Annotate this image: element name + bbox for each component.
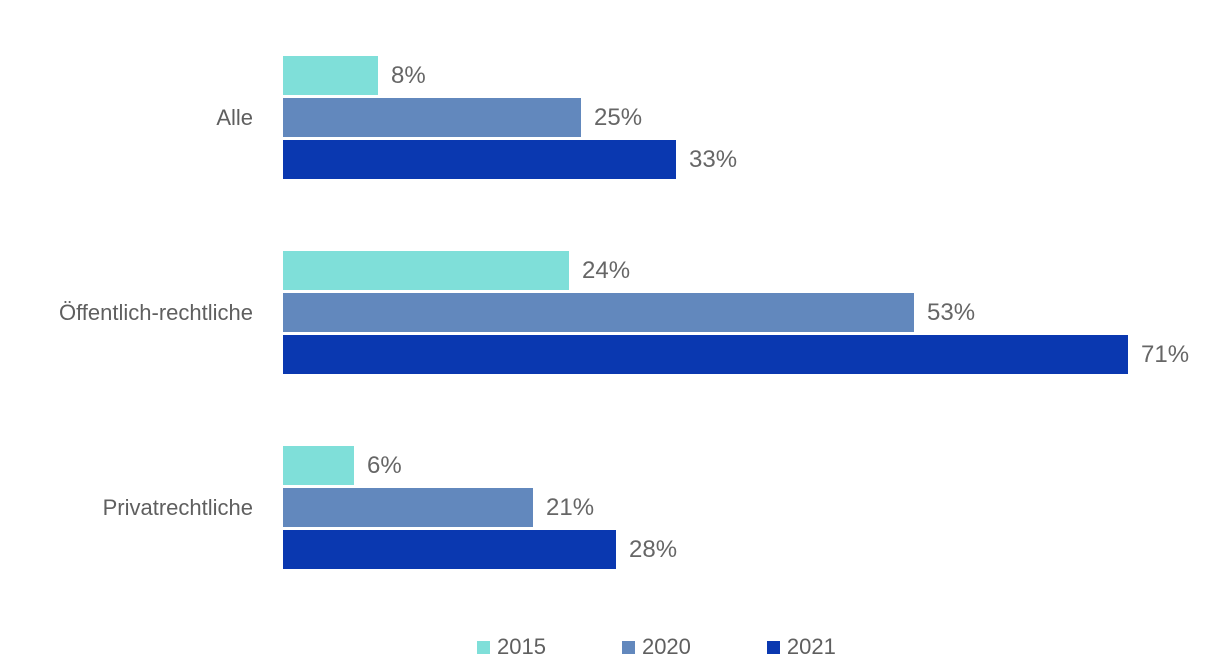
category-label: Privatrechtliche <box>102 494 253 520</box>
data-label: 21% <box>546 493 595 521</box>
data-label: 53% <box>927 298 976 326</box>
legend-label: 2021 <box>786 634 836 659</box>
bar-row-2020-öffentlich-rechtliche: 53% <box>283 293 1189 332</box>
category-group-öffentlich-rechtliche: Öffentlich-rechtliche 24% 53% 71% <box>0 251 1189 374</box>
data-label: 6% <box>367 451 402 479</box>
legend-item-2015: 2015 <box>477 634 546 660</box>
bar-row-2021-öffentlich-rechtliche: 71% <box>283 335 1189 374</box>
category-label: Öffentlich-rechtliche <box>58 299 253 325</box>
category-group-privatrechtliche: Privatrechtliche 6% 21% 28% <box>0 446 1189 569</box>
bar-row-2015-privatrechtliche: 6% <box>283 446 677 485</box>
category-group-alle: Alle 8% 25% 33% <box>0 56 1189 179</box>
bar-2015-alle <box>283 56 378 95</box>
bar-row-2020-alle: 25% <box>283 98 737 137</box>
bar-stack: 8% 25% 33% <box>283 56 737 179</box>
bar-row-2021-privatrechtliche: 28% <box>283 530 677 569</box>
legend-swatch-icon <box>477 640 490 654</box>
bar-stack: 6% 21% 28% <box>283 446 677 569</box>
data-label: 24% <box>582 256 631 284</box>
legend-label: 2020 <box>641 634 691 659</box>
bar-2021-alle <box>283 140 676 179</box>
legend-swatch-icon <box>621 640 635 654</box>
legend-item-2021: 2021 <box>766 634 836 660</box>
plot-area: Alle 8% 25% 33% Öffentlich-rechtliche 24% 53% 7… <box>0 56 1189 569</box>
data-label: 25% <box>594 103 643 131</box>
bar-2021-öffentlich-rechtliche <box>283 335 1128 374</box>
bar-2021-privatrechtliche <box>283 530 616 569</box>
legend-item-2020: 2020 <box>621 634 691 660</box>
legend-swatch-icon <box>766 640 780 654</box>
category-label: Alle <box>216 104 253 130</box>
bar-2020-öffentlich-rechtliche <box>283 293 914 332</box>
bar-row-2021-alle: 33% <box>283 140 737 179</box>
bar-row-2015-öffentlich-rechtliche: 24% <box>283 251 1189 290</box>
data-label: 33% <box>689 145 738 173</box>
chart-legend: 2015 2020 2021 <box>477 634 836 660</box>
bar-stack: 24% 53% 71% <box>283 251 1189 374</box>
bar-row-2020-privatrechtliche: 21% <box>283 488 677 527</box>
bar-row-2015-alle: 8% <box>283 56 737 95</box>
data-label: 28% <box>629 535 678 563</box>
data-label: 71% <box>1141 340 1190 368</box>
bar-2020-alle <box>283 98 581 137</box>
bar-2015-privatrechtliche <box>283 446 354 485</box>
data-label: 8% <box>391 61 426 89</box>
legend-label: 2015 <box>497 634 546 659</box>
bar-2020-privatrechtliche <box>283 488 533 527</box>
bar-2015-öffentlich-rechtliche <box>283 251 569 290</box>
